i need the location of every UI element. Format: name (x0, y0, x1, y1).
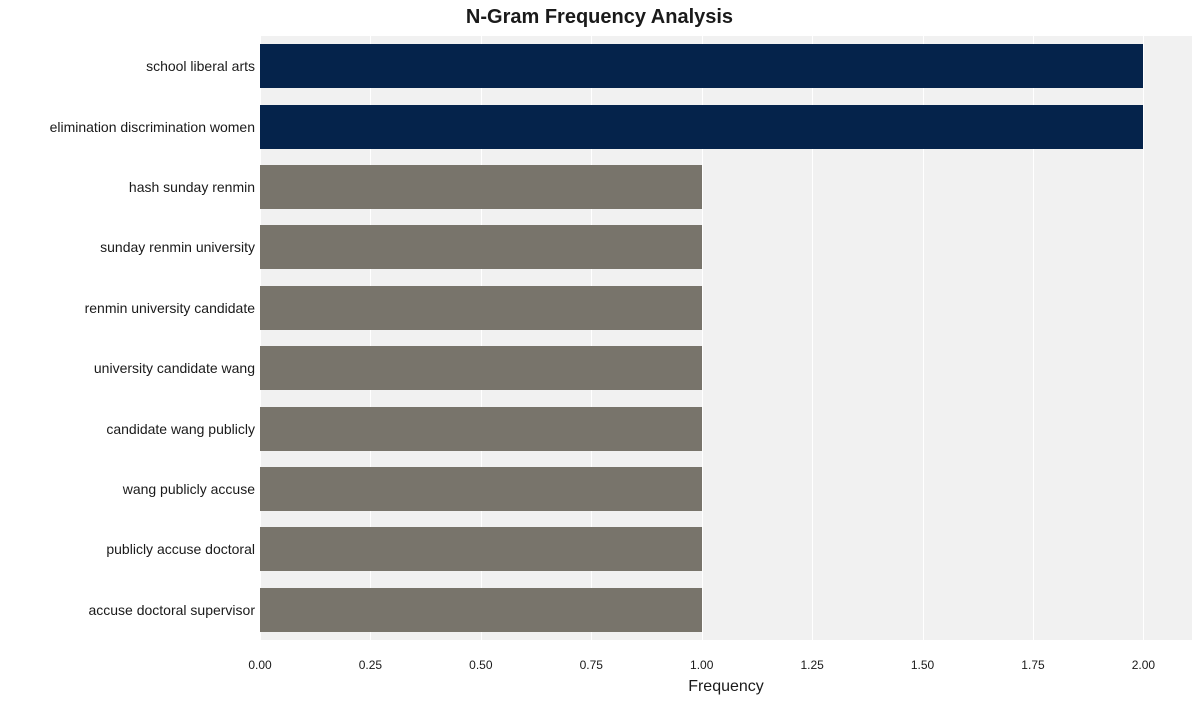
y-tick-label: elimination discrimination women (50, 119, 255, 135)
bar (260, 105, 1143, 149)
plot-inner (260, 36, 1192, 640)
x-tick-label: 0.00 (248, 658, 271, 672)
y-tick-label: accuse doctoral supervisor (88, 602, 255, 618)
y-tick-label: hash sunday renmin (129, 179, 255, 195)
chart-container: N-Gram Frequency Analysis school liberal… (0, 0, 1199, 701)
y-tick-label: renmin university candidate (85, 300, 255, 316)
x-axis-label: Frequency (260, 678, 1192, 696)
chart-title: N-Gram Frequency Analysis (0, 6, 1199, 29)
y-tick-label: university candidate wang (94, 360, 255, 376)
x-tick-label: 0.50 (469, 658, 492, 672)
y-tick-label: school liberal arts (146, 58, 255, 74)
y-tick-label: candidate wang publicly (106, 421, 255, 437)
x-tick-label: 1.25 (800, 658, 823, 672)
x-tick-label: 0.75 (580, 658, 603, 672)
y-tick-label: publicly accuse doctoral (106, 541, 255, 557)
x-tick-label: 0.25 (359, 658, 382, 672)
bar (260, 225, 702, 269)
y-axis-labels: school liberal arts elimination discrimin… (0, 36, 255, 640)
y-tick-label: sunday renmin university (100, 239, 255, 255)
bar (260, 467, 702, 511)
x-tick-label: 1.75 (1021, 658, 1044, 672)
x-tick-label: 2.00 (1132, 658, 1155, 672)
grid-line-vertical (1143, 36, 1144, 640)
x-tick-label: 1.50 (911, 658, 934, 672)
bar (260, 588, 702, 632)
bar (260, 346, 702, 390)
plot-area (260, 36, 1192, 640)
bar (260, 286, 702, 330)
bar (260, 165, 702, 209)
y-tick-label: wang publicly accuse (123, 481, 255, 497)
bar (260, 527, 702, 571)
bar (260, 44, 1143, 88)
x-axis-ticks: 0.000.250.500.751.001.251.501.752.00 (260, 658, 1192, 678)
x-tick-label: 1.00 (690, 658, 713, 672)
bar (260, 407, 702, 451)
